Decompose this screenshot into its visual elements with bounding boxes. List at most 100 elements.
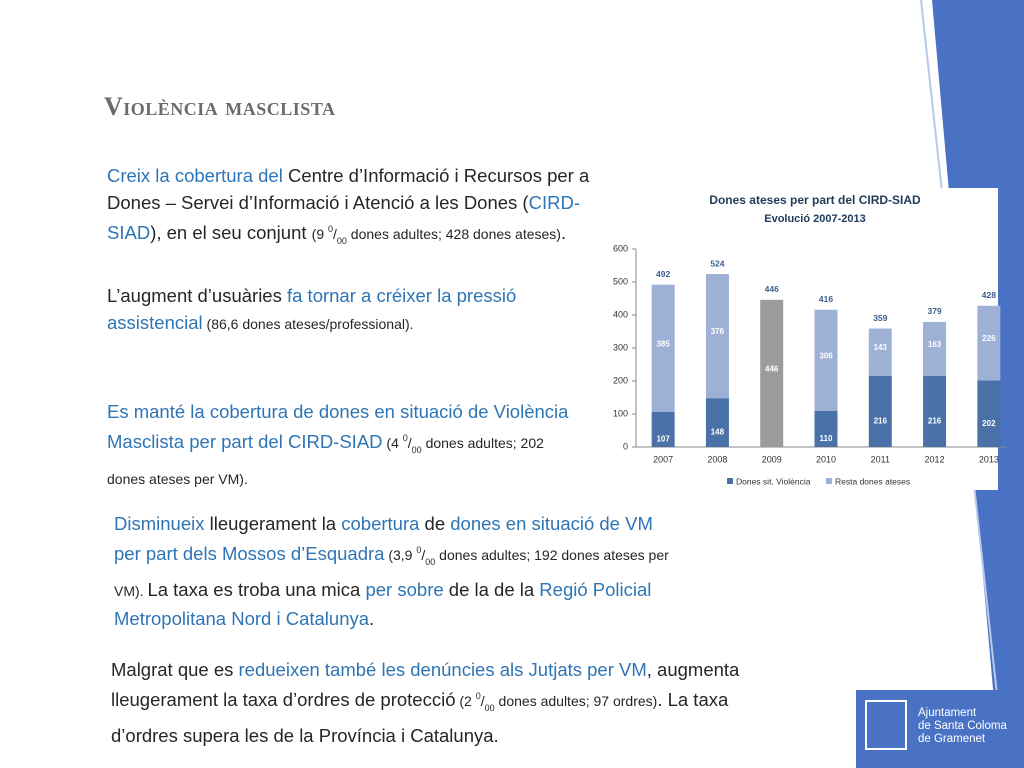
text-run: La taxa es troba una mica — [147, 578, 366, 600]
x-tick-label: 2013 — [979, 454, 999, 464]
x-tick-label: 2010 — [816, 454, 836, 464]
total-label: 446 — [765, 284, 779, 294]
total-label: 524 — [710, 258, 724, 268]
y-tick-label: 500 — [613, 276, 628, 286]
text-run: ), en el seu conjunt — [150, 222, 312, 244]
bar-segment — [705, 274, 729, 399]
legend-swatch — [727, 478, 733, 484]
text-run: Regió Policial Metropolitana Nord i Cata… — [114, 578, 652, 629]
x-tick-label: 2009 — [762, 454, 782, 464]
logo-line: de Gramenet — [918, 733, 986, 745]
text-run: / — [333, 226, 337, 243]
paragraph: Es manté la cobertura de dones en situac… — [107, 398, 577, 493]
text-run: dones adultes; 97 ordres) — [494, 693, 658, 710]
text-run: 00 — [425, 556, 436, 567]
y-tick-label: 400 — [613, 309, 628, 319]
data-label: 163 — [928, 340, 942, 349]
text-run: Disminueix — [114, 513, 205, 534]
text-run: dones adultes; 192 dones ateses per VM). — [114, 547, 669, 599]
data-label: 110 — [820, 434, 833, 443]
data-label: 306 — [819, 351, 833, 360]
text-run: . La taxa d’ordres supera les de la Prov… — [111, 689, 729, 746]
legend-swatch — [826, 478, 832, 484]
text-run: 0 — [475, 691, 481, 701]
logo-line: de Santa Coloma — [918, 720, 1007, 732]
data-label: 226 — [982, 334, 996, 343]
bar-segment — [814, 410, 838, 447]
text-run: / — [421, 547, 426, 564]
text-run: Es manté la cobertura de dones en situac… — [107, 401, 569, 453]
text-run: / — [480, 693, 485, 710]
total-label: 416 — [819, 294, 833, 304]
y-tick-label: 0 — [623, 441, 628, 451]
paragraph: Malgrat que es redueixen també les denún… — [111, 656, 771, 749]
text-run: dones en situació de VM per part dels Mo… — [114, 513, 653, 565]
data-label: 385 — [656, 339, 670, 348]
y-tick-label: 100 — [613, 408, 628, 418]
logo-emblem — [865, 700, 907, 750]
total-label: 492 — [656, 269, 670, 279]
x-tick-label: 2012 — [925, 454, 945, 464]
text-run: (2 — [455, 693, 476, 710]
total-label: 379 — [927, 306, 941, 316]
text-run: L’augment d’usuàries — [107, 285, 287, 306]
text-run: fa tornar a créixer la pressió assistenc… — [107, 285, 517, 333]
data-label: 143 — [874, 343, 888, 352]
chart-title: Dones ateses per part del CIRD-SIAD — [709, 193, 921, 207]
x-tick-label: 2008 — [707, 454, 727, 464]
text-run: 0 — [328, 224, 334, 234]
text-run: 00 — [484, 702, 495, 713]
bar-segment — [977, 305, 1001, 381]
data-label: 216 — [874, 416, 888, 425]
text-run: . — [369, 607, 375, 629]
text-run: redueixen també les denúncies als Jutjat… — [238, 659, 647, 680]
text-run: CIRD-SIAD — [107, 192, 580, 244]
y-tick-label: 200 — [613, 375, 628, 385]
total-label: 428 — [982, 290, 996, 300]
paragraph: Creix la cobertura del Centre d’Informac… — [107, 162, 627, 255]
text-run: per sobre — [365, 578, 444, 600]
y-tick-label: 600 — [613, 243, 628, 253]
data-label: 202 — [982, 419, 996, 428]
data-label: 446 — [765, 365, 779, 374]
legend-label: Dones sit. Violència — [736, 476, 811, 486]
bar-segment — [705, 398, 729, 447]
slide-title: Violència masclista — [104, 92, 336, 121]
text-run: 0 — [416, 545, 422, 555]
text-run: (9 — [311, 226, 328, 243]
text-run: Malgrat que es — [111, 659, 239, 680]
text-run: dones adultes; 202 dones ateses per VM). — [107, 435, 544, 487]
legend-label: Resta dones ateses — [835, 476, 910, 486]
logo-line: Ajuntament — [918, 707, 977, 719]
text-run: . — [560, 222, 567, 244]
data-label: 148 — [711, 428, 725, 437]
chart-subtitle: Evolució 2007-2013 — [764, 213, 866, 225]
bar-segment — [814, 309, 838, 411]
logo-box — [856, 690, 1024, 768]
text-run: (4 — [382, 435, 403, 452]
text-run: de la de la — [443, 578, 540, 600]
data-label: 216 — [928, 416, 942, 425]
text-run: 00 — [336, 235, 347, 246]
paragraph: Disminueix lleugerament la cobertura de … — [114, 510, 684, 632]
bar-segment — [760, 299, 784, 447]
text-run: 00 — [411, 444, 422, 455]
bar-segment — [651, 411, 675, 447]
text-run: Centre d’Informació i Recursos per a Don… — [107, 165, 590, 213]
y-tick-label: 300 — [613, 342, 628, 352]
text-run: 0 — [402, 433, 408, 443]
text-run: cobertura — [341, 513, 420, 534]
x-tick-label: 2007 — [653, 454, 673, 464]
data-label: 107 — [656, 434, 670, 443]
bar-segment — [923, 375, 947, 447]
bar-segment — [923, 321, 947, 376]
text-run: de — [419, 513, 451, 534]
text-run: Creix la cobertura del — [107, 165, 283, 186]
text-run: lleugerament la — [204, 513, 342, 534]
logo-text: Ajuntament de Santa Coloma de Gramenet — [918, 707, 1007, 746]
bar-segment — [977, 380, 1001, 447]
bar-segment — [868, 375, 892, 447]
text-run: (3,9 — [384, 547, 417, 564]
